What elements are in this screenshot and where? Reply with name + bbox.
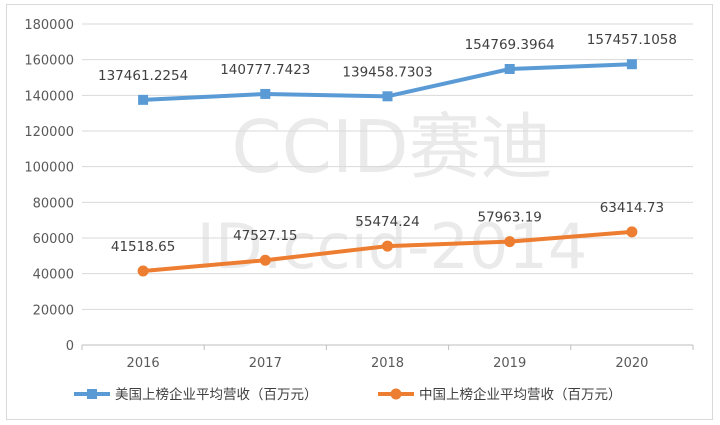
data-label: 157457.1058 — [587, 32, 677, 48]
y-tick-label: 60000 — [33, 232, 74, 247]
data-labels: 137461.2254 140777.7423 139458.7303 154769.… — [98, 32, 677, 255]
x-axis — [81, 344, 694, 350]
legend-label: 美国上榜企业平均营收（百万元） — [115, 386, 318, 403]
data-label: 140777.7423 — [220, 62, 310, 78]
data-point — [504, 63, 515, 74]
data-point — [382, 240, 393, 252]
legend: 美国上榜企业平均营收（百万元） 中国上榜企业平均营收（百万元） — [74, 386, 622, 403]
data-label: 154769.3964 — [465, 37, 555, 53]
y-tick-label: 0 — [66, 339, 74, 354]
x-tick-label: 2020 — [615, 356, 648, 371]
x-tick-label: 2018 — [371, 356, 404, 371]
x-tick-label: 2016 — [127, 356, 160, 371]
y-tick-label: 180000 — [24, 18, 74, 33]
data-label: 55474.24 — [355, 214, 419, 230]
x-axis-ticks: 2016 2017 2018 2019 2020 — [127, 356, 649, 371]
data-point — [137, 265, 149, 277]
y-tick-label: 160000 — [24, 54, 74, 69]
y-tick-label: 20000 — [33, 303, 74, 318]
y-tick-label: 120000 — [24, 125, 74, 140]
y-tick-label: 40000 — [33, 268, 74, 283]
y-tick-label: 140000 — [24, 89, 74, 104]
watermark-line-1: CCID赛迪 — [231, 105, 552, 189]
data-point — [626, 226, 638, 238]
data-point — [504, 236, 516, 248]
data-label: 57963.19 — [477, 210, 541, 226]
data-label: 47527.15 — [233, 228, 297, 244]
data-point — [626, 59, 637, 70]
y-tick-label: 100000 — [24, 161, 74, 176]
data-label: 139458.7303 — [342, 64, 432, 80]
y-axis-ticks: 0 20000 40000 60000 80000 100000 120000 140000 1… — [24, 18, 74, 354]
chart-frame — [6, 4, 713, 420]
data-label: 63414.73 — [600, 200, 664, 216]
data-label: 137461.2254 — [98, 68, 188, 84]
legend-marker — [390, 388, 402, 400]
series-group — [137, 59, 638, 277]
y-tick-label: 80000 — [33, 196, 74, 211]
watermark: CCID赛迪 ID.ccid-2014 — [197, 105, 588, 283]
legend-label: 中国上榜企业平均营收（百万元） — [419, 386, 622, 403]
data-point — [138, 94, 149, 105]
x-tick-label: 2019 — [493, 356, 526, 371]
data-point — [382, 91, 393, 102]
x-tick-label: 2017 — [249, 356, 282, 371]
gridlines — [82, 23, 693, 310]
data-label: 41518.65 — [111, 239, 175, 255]
legend-marker — [87, 389, 97, 399]
data-point — [259, 254, 271, 266]
data-point — [260, 88, 271, 99]
